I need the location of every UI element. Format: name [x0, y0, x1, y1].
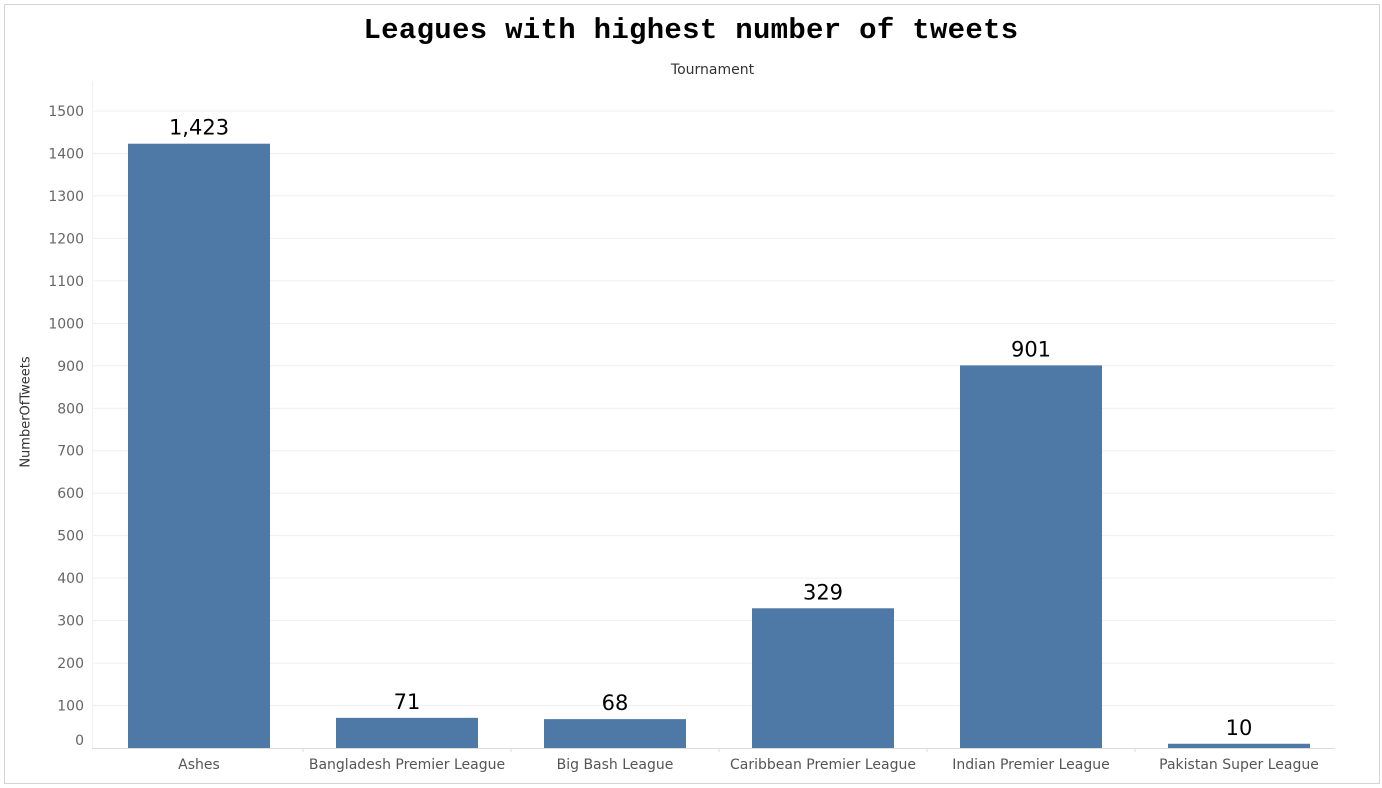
y-tick-label: 500 [57, 529, 84, 545]
x-tick-label: Big Bash League [557, 757, 674, 773]
bar [128, 143, 270, 748]
column-header: Tournament [670, 62, 755, 78]
data-label: 329 [803, 580, 843, 604]
y-tick-label: 1400 [48, 146, 84, 162]
y-tick-label: 1300 [48, 189, 84, 205]
data-label: 10 [1226, 716, 1253, 740]
data-label: 71 [394, 690, 421, 714]
x-tick-label: Ashes [178, 757, 220, 773]
y-tick-label: 100 [57, 699, 84, 715]
x-tick-label: Bangladesh Premier League [309, 757, 505, 773]
chart-title: Leagues with highest number of tweets [363, 14, 1019, 47]
x-tick-label: Pakistan Super League [1159, 757, 1319, 773]
y-tick-label: 0 [75, 733, 84, 749]
y-tick-label: 1000 [48, 316, 84, 332]
data-label: 68 [602, 691, 629, 715]
x-tick-label: Caribbean Premier League [730, 757, 916, 773]
bar [752, 608, 894, 748]
bar [1168, 743, 1310, 748]
bar [336, 717, 478, 748]
y-tick-label: 300 [57, 614, 84, 630]
y-tick-label: 700 [57, 444, 84, 460]
data-label: 901 [1011, 337, 1051, 361]
y-tick-label: 600 [57, 486, 84, 502]
bar [544, 719, 686, 748]
y-tick-label: 900 [57, 359, 84, 375]
y-tick-label: 1200 [48, 231, 84, 247]
y-tick-label: 800 [57, 401, 84, 417]
x-tick-label: Indian Premier League [952, 757, 1109, 773]
y-tick-label: 400 [57, 571, 84, 587]
bar [960, 365, 1102, 748]
y-tick-label: 1500 [48, 104, 84, 120]
y-tick-label: 1100 [48, 274, 84, 290]
y-tick-label: 200 [57, 656, 84, 672]
data-label: 1,423 [169, 116, 229, 140]
